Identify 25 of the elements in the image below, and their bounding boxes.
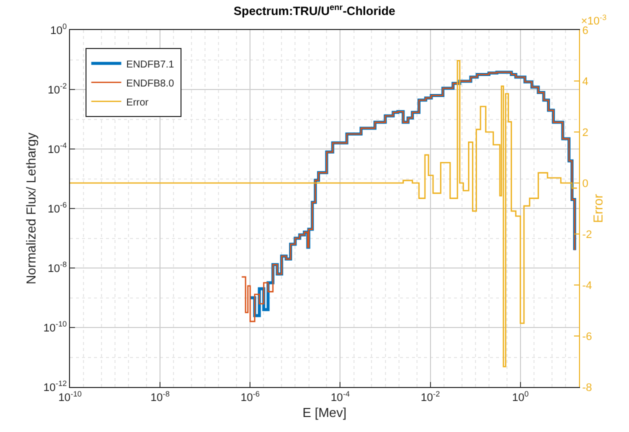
y-tick-label: 10$^{-4}$ (48, 141, 68, 156)
legend-label: Error (126, 97, 150, 108)
y2-tick-label: 4 (582, 76, 588, 88)
x-tick-label: 10$^{-8}$ (150, 390, 170, 404)
y-tick-label: 10$^{-8}$ (48, 260, 67, 275)
y-tick-label: 10$^{-2}$ (48, 82, 67, 96)
y2-tick-label: -2 (582, 228, 592, 241)
y2-tick-label: 2 (582, 126, 588, 139)
x-tick-label: 10$^{-6}$ (240, 390, 260, 404)
y2-tick-label: -8 (582, 382, 592, 394)
y-axis-title: Normalized Flux/ Lethargy (23, 132, 38, 284)
x-tick-label: 10$^{0}$ (512, 390, 529, 404)
x-tick-label: 10$^{-2}$ (420, 390, 440, 404)
y2-tick-label: -6 (582, 330, 592, 343)
y2-axis-title: Error (590, 193, 606, 223)
legend-label: ENDFB8.0 (126, 78, 174, 90)
y2-tick-label: 0 (582, 178, 588, 190)
y-tick-label: 10$^{-6}$ (48, 200, 67, 216)
y-tick-label: 10$^{-10}$ (43, 320, 67, 334)
x-tick-label: 10$^{-4}$ (330, 390, 351, 404)
chart-title: Spectrum:TRU/U$^{enr}$-Chloride (234, 2, 396, 18)
x-axis-title: E [Mev] (302, 404, 347, 420)
y-tick-label: 10$^{0}$ (50, 22, 67, 37)
legend-label: ENDFB7.1 (126, 59, 174, 70)
y2-tick-label: -4 (582, 280, 592, 292)
